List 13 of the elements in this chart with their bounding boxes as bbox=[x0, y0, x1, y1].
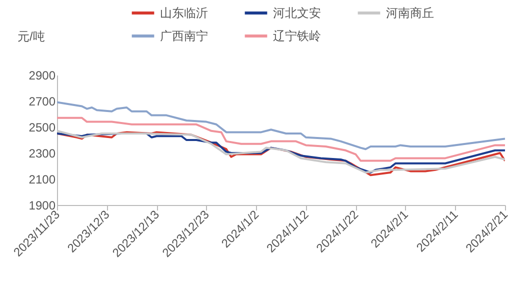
legend-label: 山东临沂 bbox=[160, 6, 208, 20]
legend-label: 河北文安 bbox=[273, 6, 321, 20]
y-tick-label: 2700 bbox=[28, 94, 56, 108]
y-tick-label: 2900 bbox=[28, 68, 56, 82]
line-series bbox=[57, 101, 505, 150]
y-tick-label: 2500 bbox=[28, 120, 56, 134]
y-axis-title: 元/吨 bbox=[18, 30, 45, 44]
y-tick-label: 2300 bbox=[28, 146, 56, 160]
legend-label: 河南商丘 bbox=[386, 6, 434, 20]
legend-label: 辽宁铁岭 bbox=[273, 29, 321, 43]
y-tick-label: 2100 bbox=[28, 172, 56, 186]
line-series bbox=[57, 116, 505, 162]
legend-label: 广西南宁 bbox=[160, 29, 208, 43]
